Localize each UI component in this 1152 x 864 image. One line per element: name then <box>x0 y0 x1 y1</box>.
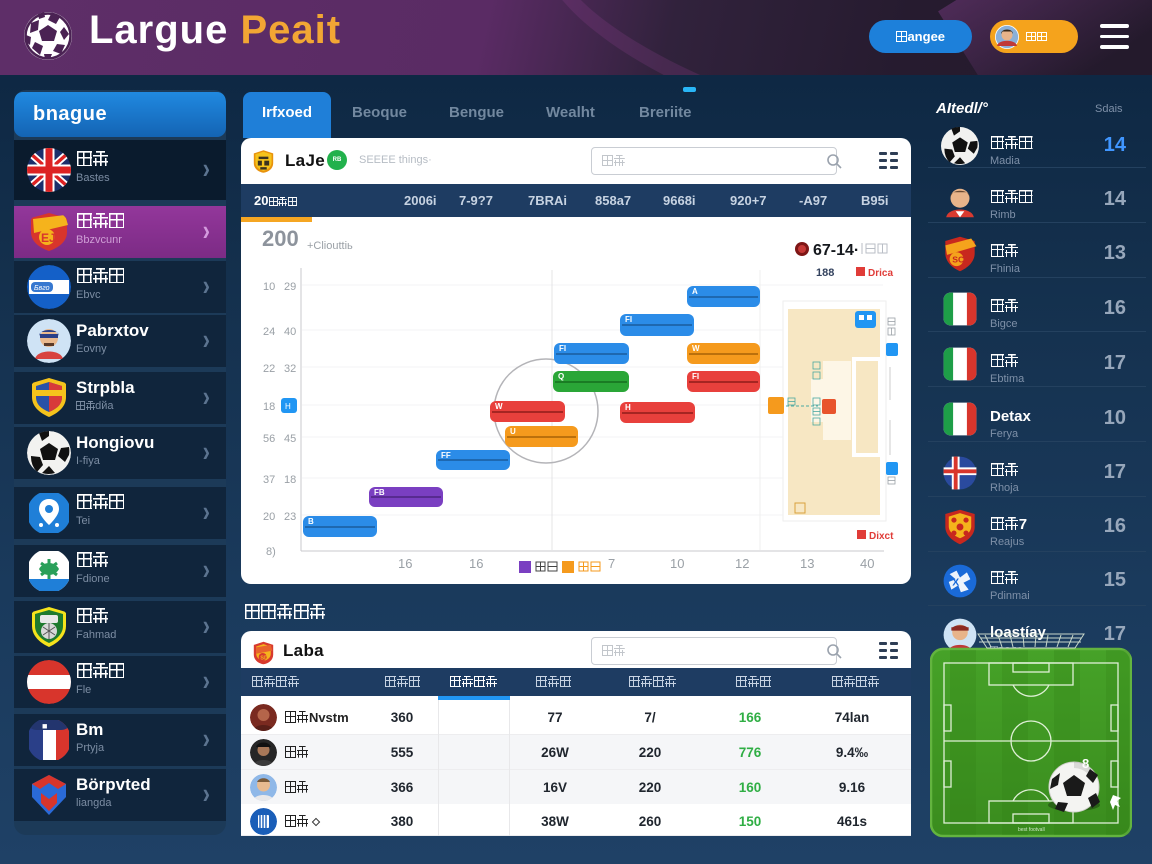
svg-text:SC: SC <box>952 255 964 265</box>
svg-text:EJ: EJ <box>41 231 56 245</box>
svg-text:40: 40 <box>860 556 874 571</box>
svg-text:23: 23 <box>284 511 296 523</box>
svg-text:45: 45 <box>284 433 296 445</box>
svg-text:8): 8) <box>266 546 276 558</box>
svg-text:8: 8 <box>1082 756 1089 771</box>
svg-text:18: 18 <box>263 401 275 413</box>
svg-text:W: W <box>495 402 503 411</box>
svg-text:20: 20 <box>263 511 275 523</box>
svg-text:7: 7 <box>608 556 615 571</box>
svg-text:FI: FI <box>692 372 699 381</box>
svg-text:W: W <box>692 344 700 353</box>
svg-text:22: 22 <box>263 363 275 375</box>
svg-text:Q: Q <box>558 372 564 381</box>
svg-text:Dixct: Dixct <box>869 531 894 542</box>
svg-text:B: B <box>308 517 314 526</box>
svg-text:best footvall: best footvall <box>1018 827 1045 833</box>
svg-text:X: X <box>952 577 959 588</box>
svg-text:200: 200 <box>262 226 299 251</box>
svg-text:FB: FB <box>374 488 385 497</box>
svg-text:10: 10 <box>670 556 684 571</box>
svg-text:■: ■ <box>42 721 47 731</box>
svg-text:37: 37 <box>263 474 275 486</box>
svg-text:67-14·: 67-14· <box>813 242 859 259</box>
svg-text:16: 16 <box>398 556 412 571</box>
svg-text:13: 13 <box>800 556 814 571</box>
svg-text:FF: FF <box>441 451 451 460</box>
svg-text:Drica: Drica <box>868 268 893 279</box>
svg-text:U: U <box>510 427 516 436</box>
svg-text:16: 16 <box>469 556 483 571</box>
svg-text:188: 188 <box>816 267 834 279</box>
svg-text:32: 32 <box>284 363 296 375</box>
svg-text:+Cliouttiь: +Cliouttiь <box>307 240 353 252</box>
svg-text:H: H <box>625 403 631 412</box>
svg-text:H: H <box>285 402 291 411</box>
svg-text:24: 24 <box>263 326 275 338</box>
svg-text:FI: FI <box>559 344 566 353</box>
svg-text:12: 12 <box>735 556 749 571</box>
svg-text:18: 18 <box>284 474 296 486</box>
svg-text:29: 29 <box>284 281 296 293</box>
svg-text:56: 56 <box>263 433 275 445</box>
svg-text:40: 40 <box>284 326 296 338</box>
svg-text:10: 10 <box>263 281 275 293</box>
svg-text:SD: SD <box>260 655 268 661</box>
svg-text:Бвго: Бвго <box>34 285 50 292</box>
svg-text:A: A <box>692 287 698 296</box>
svg-text:FI: FI <box>625 315 632 324</box>
